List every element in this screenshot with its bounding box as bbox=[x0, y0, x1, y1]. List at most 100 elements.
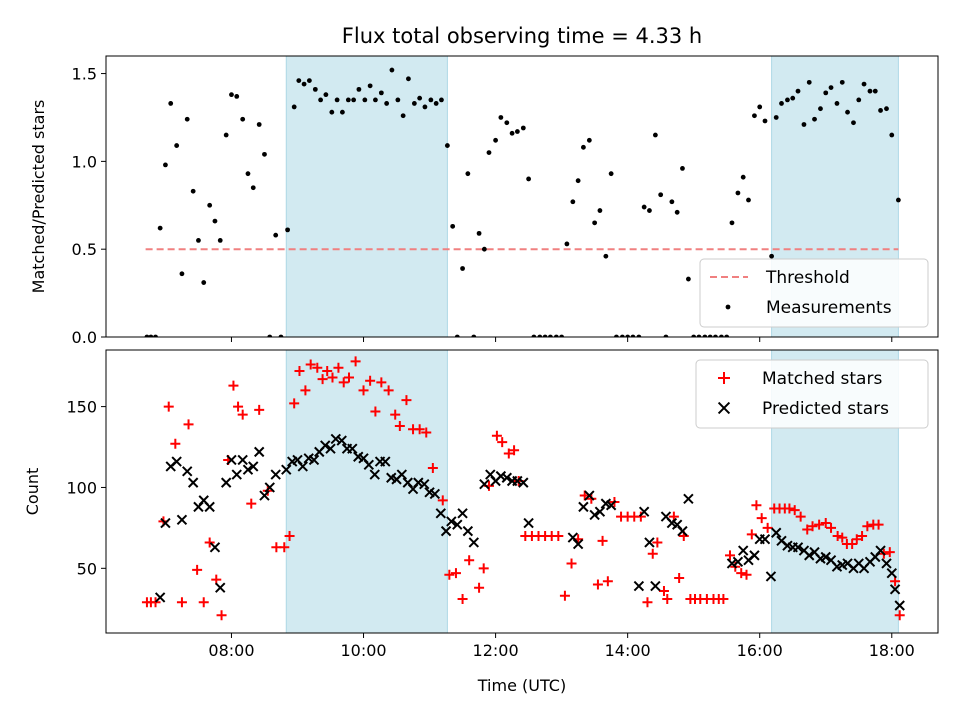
data-point bbox=[769, 253, 774, 259]
data-point bbox=[804, 550, 815, 561]
data-point bbox=[867, 88, 873, 94]
data-point bbox=[686, 276, 691, 282]
data-point bbox=[759, 533, 771, 545]
data-point bbox=[526, 176, 532, 182]
data-point bbox=[201, 280, 207, 285]
data-point bbox=[270, 469, 281, 480]
data-point bbox=[204, 537, 215, 548]
data-point bbox=[589, 509, 600, 521]
data-point bbox=[411, 101, 417, 106]
data-point bbox=[439, 97, 444, 103]
data-point bbox=[702, 334, 708, 337]
data-point bbox=[677, 525, 688, 537]
data-point bbox=[837, 532, 848, 543]
data-point bbox=[336, 435, 347, 446]
data-point bbox=[636, 334, 642, 337]
data-point bbox=[570, 199, 576, 205]
y-axis-label: Matched/Predicted stars bbox=[29, 100, 48, 294]
data-point bbox=[240, 116, 246, 122]
data-point bbox=[345, 97, 351, 103]
legend-swatch bbox=[717, 401, 731, 415]
data-point bbox=[779, 101, 784, 106]
data-point bbox=[652, 132, 658, 138]
data-point bbox=[635, 511, 646, 522]
data-point bbox=[148, 334, 154, 337]
data-point bbox=[334, 97, 340, 103]
data-point bbox=[163, 401, 174, 412]
data-point bbox=[872, 88, 878, 94]
data-point bbox=[889, 584, 901, 595]
data-point bbox=[581, 144, 586, 150]
data-point bbox=[144, 334, 150, 337]
legend-label: Matched stars bbox=[762, 369, 882, 389]
legend-label: Threshold bbox=[765, 268, 850, 288]
data-point bbox=[652, 537, 663, 548]
data-point bbox=[347, 443, 358, 454]
data-point bbox=[537, 334, 543, 337]
data-point bbox=[491, 430, 502, 441]
data-point bbox=[520, 125, 526, 131]
data-point bbox=[183, 419, 194, 430]
data-point bbox=[325, 443, 336, 454]
data-point bbox=[157, 225, 163, 231]
data-point bbox=[318, 97, 324, 103]
chart-title: Flux total observing time = 4.33 h bbox=[342, 24, 702, 48]
data-point bbox=[217, 238, 223, 243]
data-point bbox=[614, 334, 619, 337]
data-point bbox=[279, 542, 290, 553]
bottom-panel-counts: 08:00 10:00 12:00 14:00 16:00 18:00 50 100 150 Co… bbox=[23, 349, 939, 660]
data-point bbox=[446, 516, 457, 527]
data-point bbox=[242, 464, 254, 475]
data-point bbox=[493, 137, 498, 143]
data-point bbox=[814, 519, 825, 530]
data-point bbox=[223, 132, 229, 138]
data-point bbox=[254, 404, 265, 415]
data-point bbox=[826, 522, 837, 533]
data-point bbox=[229, 92, 234, 98]
data-point bbox=[497, 437, 508, 448]
data-point bbox=[433, 101, 439, 106]
data-point bbox=[683, 493, 694, 504]
data-point bbox=[633, 580, 645, 592]
data-point bbox=[542, 334, 548, 337]
data-point bbox=[749, 550, 760, 561]
data-point bbox=[875, 545, 886, 556]
data-point bbox=[226, 454, 237, 466]
legend-box bbox=[699, 258, 929, 328]
data-point bbox=[732, 556, 744, 568]
data-point bbox=[237, 409, 248, 420]
data-point bbox=[176, 597, 187, 608]
data-point bbox=[476, 230, 482, 236]
data-point bbox=[553, 530, 564, 541]
data-point bbox=[592, 220, 598, 226]
data-point bbox=[818, 106, 823, 112]
data-point bbox=[572, 538, 584, 550]
data-point bbox=[735, 190, 741, 196]
axes-frame bbox=[105, 349, 939, 634]
data-point bbox=[762, 118, 768, 124]
data-point bbox=[650, 580, 661, 592]
data-point bbox=[462, 525, 474, 537]
plot-area bbox=[141, 356, 905, 621]
data-point bbox=[856, 97, 862, 103]
data-point bbox=[806, 79, 812, 85]
legend-box bbox=[695, 359, 929, 429]
data-point bbox=[559, 590, 570, 601]
data-point bbox=[802, 524, 813, 535]
data-point bbox=[737, 545, 749, 556]
data-point bbox=[351, 97, 357, 103]
data-point bbox=[820, 551, 831, 563]
series-measurements bbox=[144, 67, 901, 337]
data-point bbox=[192, 564, 203, 575]
legend: Matched stars Predicted stars bbox=[695, 359, 929, 429]
data-point bbox=[308, 454, 320, 466]
data-point bbox=[625, 334, 631, 337]
data-point bbox=[474, 582, 485, 593]
data-point bbox=[486, 150, 492, 155]
data-point bbox=[380, 456, 391, 467]
data-point bbox=[339, 109, 345, 115]
data-point bbox=[886, 567, 897, 579]
data-point bbox=[481, 246, 487, 252]
data-point bbox=[285, 227, 290, 233]
data-point bbox=[204, 501, 215, 513]
